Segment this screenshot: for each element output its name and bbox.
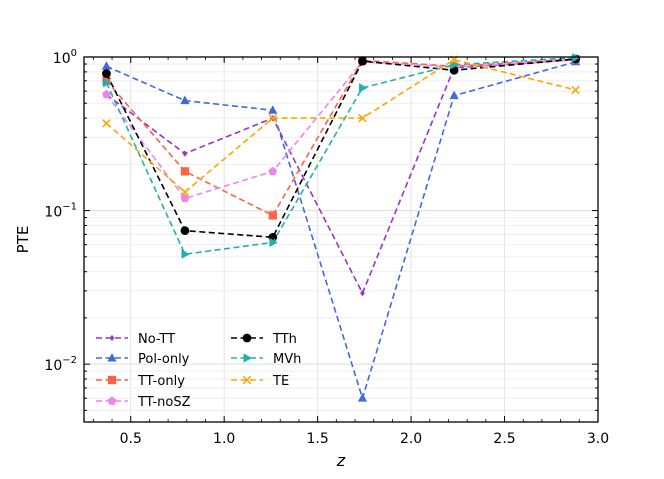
legend-layer: No-TT Pol-only TT-only TT-noSZ TTh MVh TE [96, 332, 301, 410]
y-axis-label: PTE [14, 226, 32, 254]
legend-label: Pol-only [138, 352, 190, 367]
legend-marker [107, 375, 117, 385]
legend-label: TTh [272, 332, 297, 347]
y-tick-label: 100 [53, 48, 77, 67]
series-mvh [102, 53, 581, 259]
data-point-te [268, 113, 278, 123]
x-axis-label: z [336, 451, 346, 470]
legend-marker [242, 333, 252, 343]
marker-x-stroke [180, 187, 190, 197]
legend-label: TT-only [137, 374, 185, 389]
series-line-pol-only [106, 61, 576, 401]
marker-x-stroke [358, 113, 367, 123]
data-point-tt-nosz [268, 166, 278, 176]
data-point-tt-nosz [102, 89, 111, 99]
legend-marker [107, 352, 117, 362]
marker-x-stroke [102, 119, 111, 128]
series-tt-nosz [102, 55, 580, 203]
data-point-tth [180, 226, 190, 236]
data-point-tt-only [268, 211, 277, 220]
legend-entry-tt-nosz: TT-noSZ [96, 395, 191, 410]
x-tick-label: 0.5 [120, 431, 142, 447]
legend-entry-no-tt: No-TT [96, 332, 175, 347]
x-tick-label: 2.5 [493, 431, 515, 447]
data-point-no-tt [360, 289, 365, 297]
series-tth [102, 54, 580, 242]
data-point-mvh [572, 53, 581, 63]
series-line-no-tt [105, 58, 576, 296]
marker-x-stroke [571, 85, 580, 95]
data-point-pol-only [180, 95, 190, 105]
data-point-mvh [450, 60, 460, 70]
legend-label: TE [272, 374, 289, 389]
legend-entry-tth: TTh [231, 332, 297, 347]
series-layer [101, 53, 581, 402]
data-point-pol-only [101, 61, 112, 70]
series-line-te [105, 58, 576, 194]
data-point-mvh [102, 78, 112, 88]
legend-entry-mvh: MVh [231, 352, 301, 367]
data-point-mvh [359, 83, 368, 93]
data-point-te [571, 85, 580, 95]
legend-label: MVh [273, 352, 301, 367]
plot-frame [83, 56, 599, 423]
legend-entry-te: TE [231, 374, 289, 389]
y-tick-label: 10−2 [44, 355, 77, 374]
series-line-tth [105, 58, 576, 239]
legend-marker [107, 396, 117, 405]
x-tick-label: 2.0 [400, 431, 422, 447]
y-tick-label: 10−1 [44, 202, 77, 221]
legend-entry-pol-only: Pol-only [96, 352, 190, 367]
legend-label: No-TT [138, 332, 175, 347]
data-point-tth [102, 69, 111, 78]
x-tick-label: 3.0 [587, 431, 609, 447]
marker-x-stroke [268, 113, 278, 123]
data-point-pol-only [268, 105, 278, 114]
data-point-te [358, 113, 367, 123]
axes-layer: 0.5 1.0 1.5 2.0 2.5 3.0 10−2 10−1 100 z PTE [14, 48, 609, 470]
series-pol-only [101, 56, 581, 402]
x-tick-label: 1.5 [307, 431, 329, 447]
legend-entry-tt-only: TT-only [96, 374, 185, 389]
data-point-no-tt [182, 150, 188, 157]
series-no-tt [104, 56, 578, 297]
x-tick-label: 1.0 [213, 431, 235, 447]
series-line-mvh [105, 56, 576, 256]
legend-label: TT-noSZ [137, 395, 191, 410]
data-point-pol-only [357, 393, 368, 402]
data-point-te [180, 187, 190, 197]
legend-marker [109, 334, 115, 342]
data-point-te [102, 119, 111, 128]
legend-marker [243, 353, 253, 363]
legend-marker [242, 375, 252, 385]
data-point-tt-only [180, 167, 190, 176]
data-point-tth [358, 56, 367, 66]
data-point-tt-nosz [180, 193, 190, 203]
data-point-mvh [181, 249, 190, 259]
marker-x-stroke [242, 375, 252, 385]
grid-layer [84, 56, 599, 422]
data-point-pol-only [449, 90, 459, 100]
data-point-mvh [269, 237, 278, 248]
